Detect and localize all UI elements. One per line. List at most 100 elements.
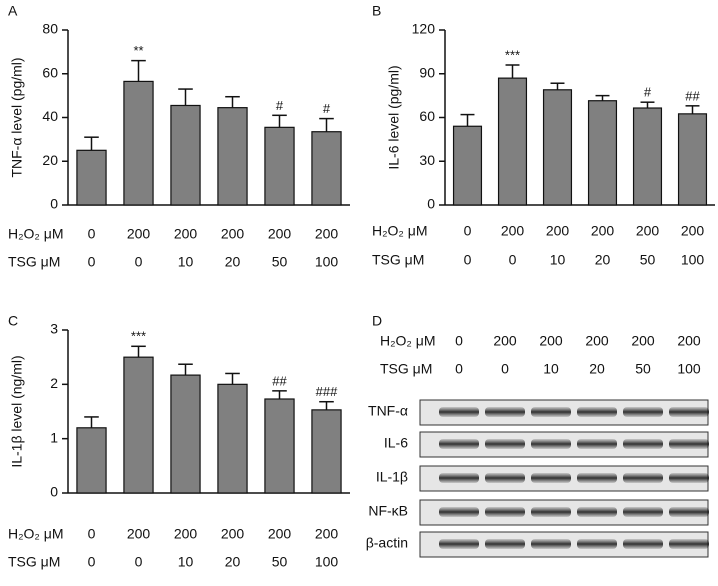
blot-band [623, 439, 663, 449]
y-tick-label: 80 [42, 21, 58, 37]
bar [123, 80, 154, 206]
blot-band [439, 507, 479, 517]
x-tick-label: 100 [681, 252, 705, 268]
y-axis-label: IL-6 level (pg/ml) [386, 65, 402, 169]
significance-label: # [644, 85, 652, 100]
y-tick-label: 30 [419, 152, 435, 168]
band-label: IL-6 [384, 435, 408, 451]
significance-label: *** [131, 329, 146, 344]
significance-label: ### [316, 384, 338, 399]
x-tick-label: 100 [315, 554, 339, 570]
blot-band [669, 439, 709, 449]
bar [264, 398, 295, 494]
x-tick-label: 0 [88, 226, 96, 242]
x-tick-label: 0 [464, 252, 472, 268]
blot-band [531, 473, 571, 483]
blot-band [577, 473, 617, 483]
x-tick-label: 0 [88, 526, 96, 542]
y-tick-label: 0 [50, 484, 58, 500]
lane-label: 20 [589, 361, 605, 377]
y-tick-label: 90 [419, 64, 435, 80]
blot-band [577, 539, 617, 549]
y-tick-label: 2 [50, 375, 58, 391]
blot-band [669, 507, 709, 517]
x-tick-label: 200 [127, 226, 151, 242]
lane-label: 0 [501, 361, 509, 377]
significance-label: # [323, 101, 331, 116]
bar [76, 427, 107, 494]
x-tick-label: 200 [268, 226, 292, 242]
band-label: TNF-α [368, 403, 408, 419]
y-tick-label: 0 [427, 196, 435, 212]
significance-label: ** [133, 43, 143, 58]
x-tick-label: 200 [221, 226, 245, 242]
blot-band [623, 473, 663, 483]
row-label: TSG μM [372, 252, 424, 268]
blot-band [485, 507, 525, 517]
x-tick-label: 0 [135, 554, 143, 570]
row-label: TSG μM [8, 554, 60, 570]
x-tick-label: 0 [464, 223, 472, 239]
bar [677, 113, 708, 206]
bar [311, 409, 342, 494]
blot-band [485, 473, 525, 483]
y-tick-label: 3 [50, 321, 58, 337]
bar [76, 149, 107, 206]
x-tick-label: 200 [591, 223, 615, 239]
y-tick-label: 60 [419, 108, 435, 124]
bar [217, 383, 248, 494]
blot-band [531, 539, 571, 549]
blot-band [623, 507, 663, 517]
lane-label: 200 [677, 333, 701, 349]
x-tick-label: 10 [178, 254, 194, 270]
bar [311, 131, 342, 206]
significance-label: ## [272, 373, 287, 388]
x-tick-label: 20 [225, 254, 241, 270]
panel-label: A [8, 3, 18, 19]
bar [587, 100, 618, 206]
x-tick-label: 200 [174, 526, 198, 542]
band-label: IL-1β [376, 469, 408, 485]
blot-band [577, 407, 617, 417]
x-tick-label: 0 [135, 254, 143, 270]
blot-band [577, 507, 617, 517]
x-tick-label: 200 [636, 223, 660, 239]
significance-label: *** [505, 47, 520, 62]
blot-band [623, 539, 663, 549]
x-tick-label: 20 [225, 554, 241, 570]
y-tick-label: 1 [50, 429, 58, 445]
bar [452, 125, 483, 206]
panel-label: C [8, 313, 18, 329]
x-tick-label: 10 [550, 252, 566, 268]
row-label: H₂O₂ μM [8, 226, 64, 242]
row-label: H₂O₂ μM [380, 333, 436, 349]
x-tick-label: 50 [272, 554, 288, 570]
blot-band [439, 407, 479, 417]
band-label: NF-κB [368, 503, 408, 519]
y-tick-label: 60 [42, 64, 58, 80]
x-tick-label: 200 [127, 526, 151, 542]
blot-band [531, 507, 571, 517]
blot-band [669, 473, 709, 483]
bar [217, 107, 248, 206]
significance-label: # [276, 98, 284, 113]
x-tick-label: 200 [546, 223, 570, 239]
panel-label: D [372, 313, 382, 329]
y-tick-label: 120 [412, 21, 436, 37]
x-tick-label: 0 [88, 254, 96, 270]
bar [170, 104, 201, 206]
x-tick-label: 50 [272, 254, 288, 270]
lane-label: 50 [635, 361, 651, 377]
blot-band [669, 407, 709, 417]
lane-label: 200 [585, 333, 609, 349]
x-tick-label: 200 [681, 223, 705, 239]
x-tick-label: 200 [221, 526, 245, 542]
bar [632, 107, 663, 206]
y-axis-label: IL-1β level (ng/ml) [9, 355, 25, 467]
bar [542, 89, 573, 206]
x-tick-label: 0 [88, 554, 96, 570]
bar [170, 374, 201, 494]
row-label: TSG μM [8, 254, 60, 270]
y-tick-label: 40 [42, 108, 58, 124]
